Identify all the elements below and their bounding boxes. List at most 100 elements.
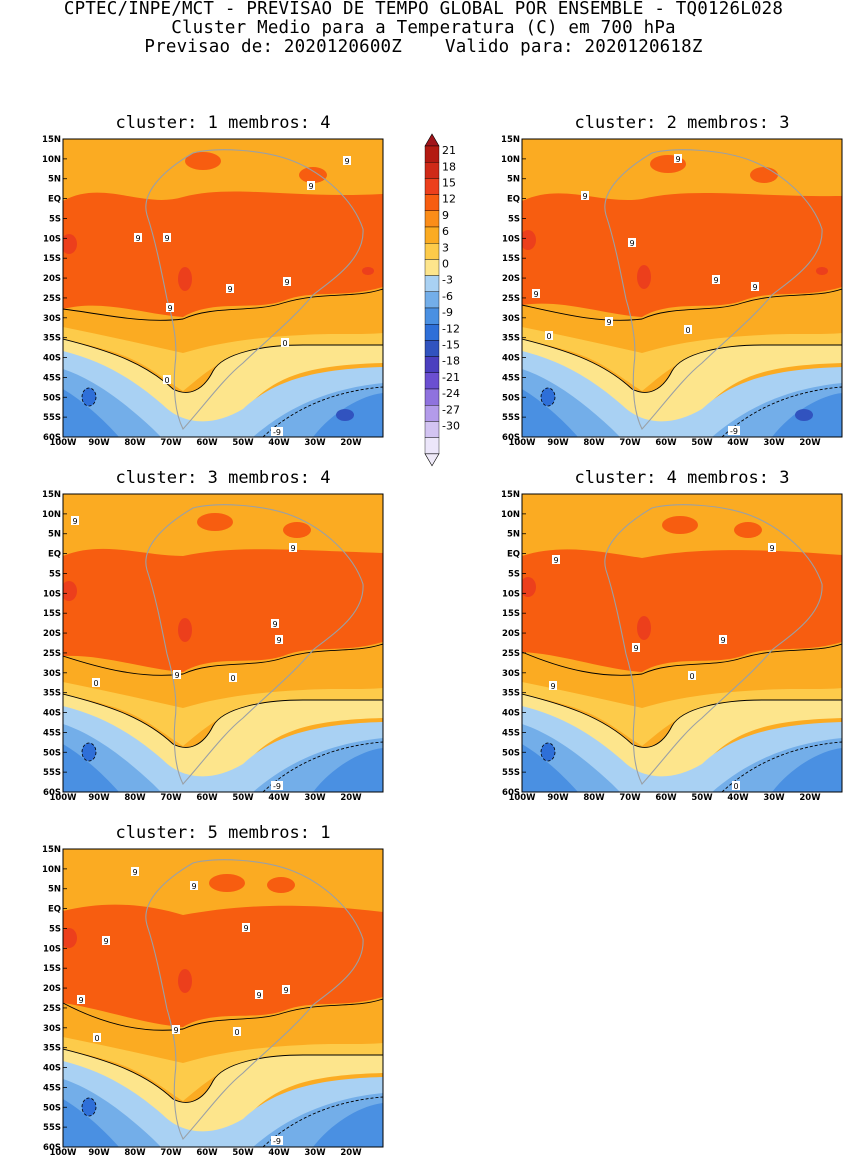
svg-text:9: 9 [227,285,232,294]
lat-tick-label: 20S [43,984,61,994]
contour-label: 9 [255,990,263,1000]
lon-tick-label: 80W [583,793,605,803]
lon-tick-label: 50W [691,438,713,448]
lat-tick-label: 60S [43,788,61,798]
panel-title: cluster: 4 membros: 3 [575,468,790,488]
lat-tick-label: 25S [502,649,520,659]
colorbar-label: -24 [442,387,460,400]
continent-outline [604,504,823,785]
lon-tick-label: 60W [655,438,677,448]
colorbar-label: -6 [442,290,453,303]
contour-label: 9 [275,635,283,645]
lat-tick-label: 25S [43,1004,61,1014]
lon-tick-label: 40W [268,438,290,448]
lat-tick-label: 5N [48,530,61,540]
colorbar-label: 3 [442,241,449,254]
colorbar-label: -3 [442,274,453,287]
contour-label: 9 [166,303,174,313]
lat-tick-label: 60S [502,433,520,443]
temperature-field [63,494,383,792]
lon-tick-label: 90W [88,1148,110,1157]
panel-title: cluster: 1 membros: 4 [116,113,331,133]
map-panel-5: cluster: 5 membros: 1 15N 10N 5N EQ 5S 10S 15S 2… [42,823,384,1157]
contour-label: 0 [92,678,100,688]
lat-tick-label: 20S [502,629,520,639]
svg-text:9: 9 [533,290,538,299]
svg-text:0: 0 [546,332,551,341]
lat-tick-label: 15S [43,609,61,619]
lat-tick-label: 35S [43,689,61,699]
svg-text:0: 0 [685,326,690,335]
map-panel-3: cluster: 3 membros: 4 15N 10N 5N EQ 5S 10S 15S 2… [42,468,384,803]
contour-label: 9 [605,317,613,327]
contour-label: 9 [289,543,297,553]
lat-tick-label: 40S [43,709,61,719]
lat-tick-label: 15N [501,490,520,500]
lat-tick-label: 30S [502,669,520,679]
lat-tick-label: 40S [502,709,520,719]
contour-label: -9 [271,427,283,437]
lat-tick-label: 40S [43,354,61,364]
colorbar-swatch [424,259,440,276]
contour-label: 9 [307,181,315,191]
contour-label: 9 [751,282,759,292]
contour-label: -9 [271,1136,283,1146]
colorbar-swatch [424,356,440,374]
colorbar-label: -15 [442,339,460,352]
contour-label: 9 [226,284,234,294]
colorbar-swatch [424,340,440,357]
svg-text:9: 9 [256,991,261,1000]
svg-text:9: 9 [174,671,179,680]
lon-tick-label: 50W [232,793,254,803]
lat-tick-label: EQ [507,550,520,560]
lat-tick-label: 15S [43,254,61,264]
lon-tick-label: 50W [691,793,713,803]
svg-text:-9: -9 [273,1137,281,1146]
continent-outline [604,149,823,430]
lat-tick-label: 5S [49,569,61,579]
lat-tick-label: 10S [43,234,61,244]
contour-label: 0 [93,1033,101,1043]
temperature-field [522,494,842,792]
lon-tick-label: 20W [799,438,821,448]
lat-tick-label: 30S [502,314,520,324]
lon-tick-label: 100W [508,793,536,803]
panel-frame [521,138,843,438]
lat-tick-label: 15S [502,609,520,619]
contour-label: 9 [283,277,291,287]
panel-title: cluster: 5 membros: 1 [116,823,331,843]
lat-tick-label: 55S [502,413,520,423]
panel-frame [62,493,384,793]
contour-label: 9 [163,233,171,243]
svg-text:9: 9 [720,636,725,645]
contour-label: 9 [77,995,85,1005]
lon-tick-label: 60W [655,793,677,803]
colorbar-swatch [424,324,440,341]
lat-tick-label: 55S [43,768,61,778]
lon-tick-label: 70W [160,793,182,803]
lon-tick-label: 80W [583,438,605,448]
colorbar-label: 6 [442,225,449,238]
colorbar-label: 9 [442,209,449,222]
panel-frame [521,493,843,793]
lon-tick-label: 80W [124,1148,146,1157]
contour-label: 9 [282,985,290,995]
panel-frame [62,138,384,438]
lat-tick-label: 10S [43,944,61,954]
colorbar-swatch [424,405,440,422]
lon-tick-label: 40W [268,793,290,803]
continent-outline [145,859,364,1140]
lat-tick-label: 50S [43,1103,61,1113]
lat-tick-label: 45S [43,373,61,383]
svg-text:0: 0 [282,339,287,348]
lon-tick-label: 20W [340,793,362,803]
colorbar-swatch [424,421,440,438]
svg-text:9: 9 [582,192,587,201]
lat-tick-label: 10N [42,510,61,520]
contour-label: 0 [732,781,740,791]
svg-text:-9: -9 [273,782,281,791]
contour-label: 9 [131,867,139,877]
lat-tick-label: EQ [507,195,520,205]
panel-title: cluster: 3 membros: 4 [116,468,331,488]
